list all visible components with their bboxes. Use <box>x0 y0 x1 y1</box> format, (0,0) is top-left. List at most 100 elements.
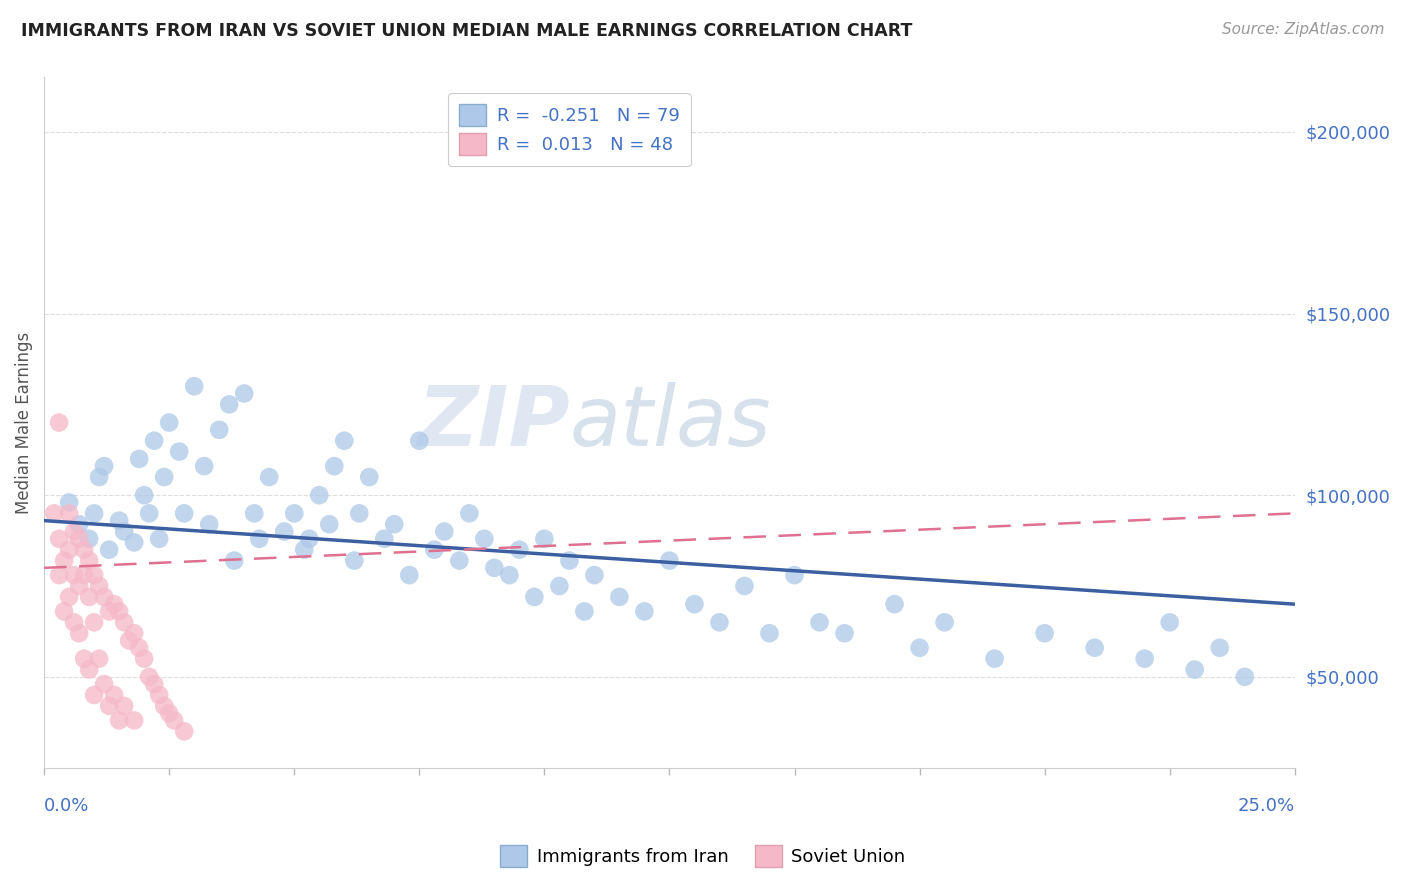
Point <box>733 579 755 593</box>
Point <box>42 507 65 521</box>
Text: ZIP: ZIP <box>416 382 569 463</box>
Point <box>89 579 111 593</box>
Point <box>783 568 806 582</box>
Point <box>48 532 70 546</box>
Point <box>83 507 105 521</box>
Point <box>122 714 145 728</box>
Point <box>218 397 240 411</box>
Point <box>533 532 555 546</box>
Point <box>423 542 446 557</box>
Point <box>398 568 420 582</box>
Point <box>208 423 231 437</box>
Point <box>484 561 506 575</box>
Point <box>808 615 831 630</box>
Point <box>433 524 456 539</box>
Point <box>472 532 495 546</box>
Point <box>548 579 571 593</box>
Point <box>143 434 166 448</box>
Point <box>83 688 105 702</box>
Point <box>183 379 205 393</box>
Point <box>449 553 471 567</box>
Point <box>93 590 115 604</box>
Point <box>89 651 111 665</box>
Point <box>633 604 655 618</box>
Point <box>118 633 141 648</box>
Point <box>198 517 221 532</box>
Point <box>193 459 215 474</box>
Point <box>257 470 280 484</box>
Point <box>128 640 150 655</box>
Point <box>163 714 186 728</box>
Legend: R =  -0.251   N = 79, R =  0.013   N = 48: R = -0.251 N = 79, R = 0.013 N = 48 <box>449 94 690 166</box>
Point <box>359 470 381 484</box>
Point <box>58 542 80 557</box>
Point <box>157 416 180 430</box>
Point <box>73 651 96 665</box>
Point <box>609 590 631 604</box>
Point <box>373 532 395 546</box>
Point <box>58 590 80 604</box>
Point <box>67 579 90 593</box>
Point <box>574 604 596 618</box>
Point <box>112 615 135 630</box>
Point <box>498 568 520 582</box>
Point <box>934 615 956 630</box>
Point <box>683 597 706 611</box>
Point <box>73 542 96 557</box>
Point <box>1159 615 1181 630</box>
Point <box>318 517 340 532</box>
Point <box>98 542 121 557</box>
Point <box>148 688 170 702</box>
Point <box>298 532 321 546</box>
Point <box>53 604 76 618</box>
Point <box>153 470 176 484</box>
Point <box>48 416 70 430</box>
Point <box>134 651 156 665</box>
Point <box>77 553 100 567</box>
Point <box>247 532 270 546</box>
Point <box>128 451 150 466</box>
Point <box>138 507 160 521</box>
Point <box>508 542 530 557</box>
Point <box>458 507 481 521</box>
Point <box>1233 670 1256 684</box>
Point <box>143 677 166 691</box>
Point <box>157 706 180 720</box>
Text: 25.0%: 25.0% <box>1237 797 1295 814</box>
Point <box>98 604 121 618</box>
Point <box>1084 640 1107 655</box>
Point <box>83 615 105 630</box>
Point <box>77 590 100 604</box>
Point <box>108 714 131 728</box>
Point <box>983 651 1005 665</box>
Point <box>153 698 176 713</box>
Point <box>343 553 366 567</box>
Point <box>108 514 131 528</box>
Point <box>758 626 780 640</box>
Point <box>134 488 156 502</box>
Point <box>1209 640 1232 655</box>
Point <box>224 553 246 567</box>
Point <box>98 698 121 713</box>
Point <box>122 535 145 549</box>
Point <box>283 507 305 521</box>
Text: Source: ZipAtlas.com: Source: ZipAtlas.com <box>1222 22 1385 37</box>
Point <box>103 688 125 702</box>
Point <box>1184 663 1206 677</box>
Point <box>58 507 80 521</box>
Text: 0.0%: 0.0% <box>44 797 90 814</box>
Point <box>63 615 86 630</box>
Point <box>709 615 731 630</box>
Point <box>63 524 86 539</box>
Point <box>112 698 135 713</box>
Point <box>58 495 80 509</box>
Point <box>148 532 170 546</box>
Point <box>308 488 330 502</box>
Point <box>122 626 145 640</box>
Point <box>883 597 905 611</box>
Point <box>292 542 315 557</box>
Point <box>908 640 931 655</box>
Y-axis label: Median Male Earnings: Median Male Earnings <box>15 332 32 514</box>
Point <box>323 459 346 474</box>
Point <box>112 524 135 539</box>
